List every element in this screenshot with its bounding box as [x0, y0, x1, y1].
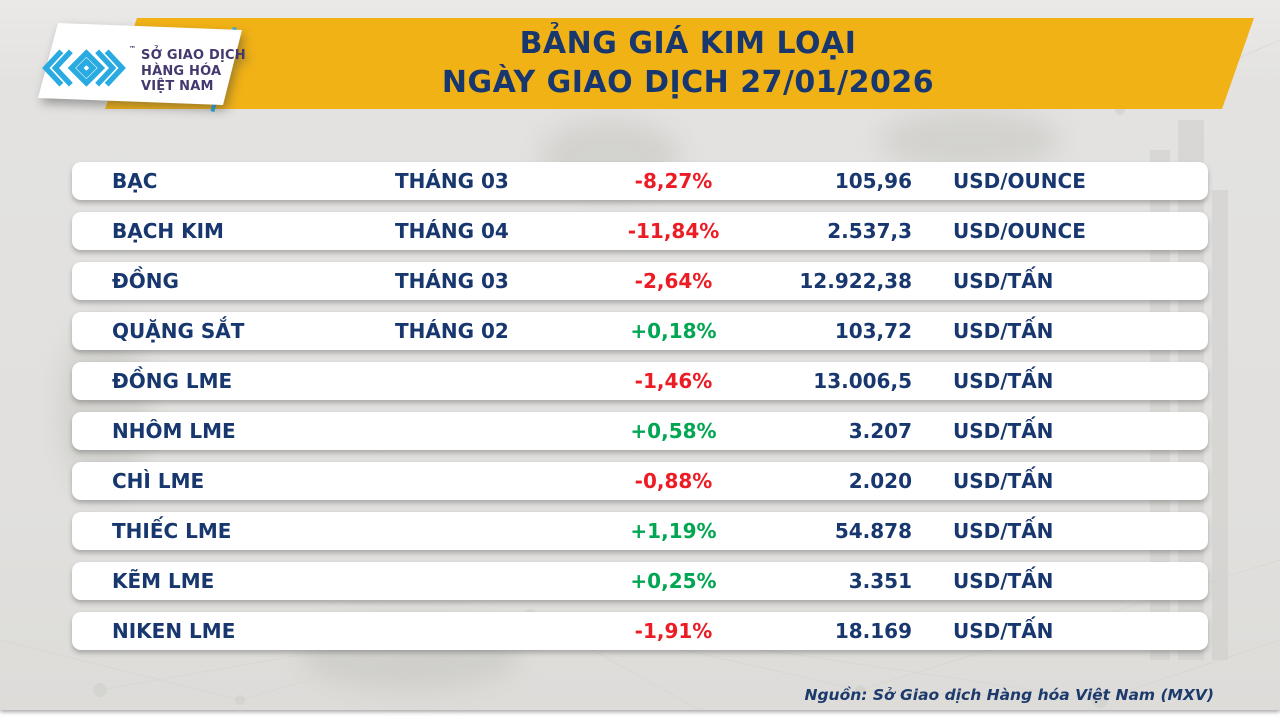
price-value: 2.537,3 [827, 219, 912, 243]
commodity-name: ĐỒNG [112, 269, 179, 293]
percent-change: -8,27% [634, 169, 713, 193]
mxv-diamond-chevrons-icon [42, 49, 126, 87]
logo-org-line-3: VIỆT NAM [141, 79, 214, 94]
commodity-name: BẠC [112, 169, 158, 193]
percent-change: -0,88% [634, 469, 713, 493]
price-unit: USD/TẤN [953, 519, 1054, 543]
commodity-name: QUẶNG SẮT [112, 319, 245, 343]
contract-month: THÁNG 04 [395, 219, 509, 243]
price-value: 18.169 [834, 619, 912, 643]
logo-org-line-1: SỞ GIAO DỊCH [141, 48, 246, 63]
trademark-symbol: ™ [129, 45, 136, 53]
price-value: 13.006,5 [813, 369, 912, 393]
table-row: NHÔM LME +0,58% 3.207 USD/TẤN [72, 412, 1208, 450]
price-value: 105,96 [834, 169, 912, 193]
table-row: KẼM LME +0,25% 3.351 USD/TẤN [72, 562, 1208, 600]
price-unit: USD/TẤN [953, 469, 1054, 493]
percent-change: -2,64% [634, 269, 713, 293]
commodity-name: THIẾC LME [112, 519, 232, 543]
contract-month: THÁNG 02 [395, 319, 509, 343]
price-unit: USD/TẤN [953, 319, 1054, 343]
page-title: BẢNG GIÁ KIM LOẠI NGÀY GIAO DỊCH 27/01/2… [96, 24, 1280, 102]
percent-change: -11,84% [627, 219, 720, 243]
table-row: QUẶNG SẮT THÁNG 02 +0,18% 103,72 USD/TẤN [72, 312, 1208, 350]
commodity-name: KẼM LME [112, 569, 215, 593]
background-skyline-band [1212, 190, 1228, 660]
price-table: BẠC THÁNG 03 -8,27% 105,96 USD/OUNCE BẠC… [72, 162, 1208, 662]
contract-month: THÁNG 03 [395, 269, 509, 293]
price-unit: USD/TẤN [953, 269, 1054, 293]
table-row: BẠCH KIM THÁNG 04 -11,84% 2.537,3 USD/OU… [72, 212, 1208, 250]
title-line-2: NGÀY GIAO DỊCH 27/01/2026 [441, 65, 935, 100]
percent-change: +0,25% [630, 569, 717, 593]
price-value: 103,72 [834, 319, 912, 343]
price-unit: USD/TẤN [953, 569, 1054, 593]
table-row: ĐỒNG THÁNG 03 -2,64% 12.922,38 USD/TẤN [72, 262, 1208, 300]
background-map-blob [880, 110, 1060, 170]
commodity-name: NIKEN LME [112, 619, 236, 643]
table-row: ĐỒNG LME -1,46% 13.006,5 USD/TẤN [72, 362, 1208, 400]
mxv-logo: ™ SỞ GIAO DỊCH HÀNG HÓA VIỆT NAM [38, 22, 250, 108]
percent-change: +0,18% [630, 319, 717, 343]
price-unit: USD/TẤN [953, 369, 1054, 393]
table-row: BẠC THÁNG 03 -8,27% 105,96 USD/OUNCE [72, 162, 1208, 200]
price-value: 2.020 [848, 469, 912, 493]
logo-org-line-2: HÀNG HÓA [141, 63, 222, 79]
commodity-name: CHÌ LME [112, 469, 205, 493]
percent-change: -1,91% [634, 619, 713, 643]
price-unit: USD/OUNCE [953, 219, 1086, 243]
price-value: 3.351 [848, 569, 912, 593]
table-row: CHÌ LME -0,88% 2.020 USD/TẤN [72, 462, 1208, 500]
commodity-name: BẠCH KIM [112, 219, 224, 243]
price-value: 12.922,38 [799, 269, 912, 293]
price-value: 54.878 [834, 519, 912, 543]
commodity-name: NHÔM LME [112, 419, 236, 443]
contract-month: THÁNG 03 [395, 169, 509, 193]
price-unit: USD/TẤN [953, 619, 1054, 643]
table-row: NIKEN LME -1,91% 18.169 USD/TẤN [72, 612, 1208, 650]
price-unit: USD/TẤN [953, 419, 1054, 443]
percent-change: -1,46% [634, 369, 713, 393]
title-line-1: BẢNG GIÁ KIM LOẠI [519, 26, 857, 61]
commodity-name: ĐỒNG LME [112, 369, 233, 393]
price-unit: USD/OUNCE [953, 169, 1086, 193]
price-value: 3.207 [848, 419, 912, 443]
percent-change: +0,58% [630, 419, 717, 443]
logo-org-name: SỞ GIAO DỊCH HÀNG HÓA VIỆT NAM [141, 48, 246, 95]
table-row: THIẾC LME +1,19% 54.878 USD/TẤN [72, 512, 1208, 550]
header-banner [105, 18, 1254, 109]
source-credit: Nguồn: Sở Giao dịch Hàng hóa Việt Nam (M… [804, 686, 1214, 704]
percent-change: +1,19% [630, 519, 717, 543]
